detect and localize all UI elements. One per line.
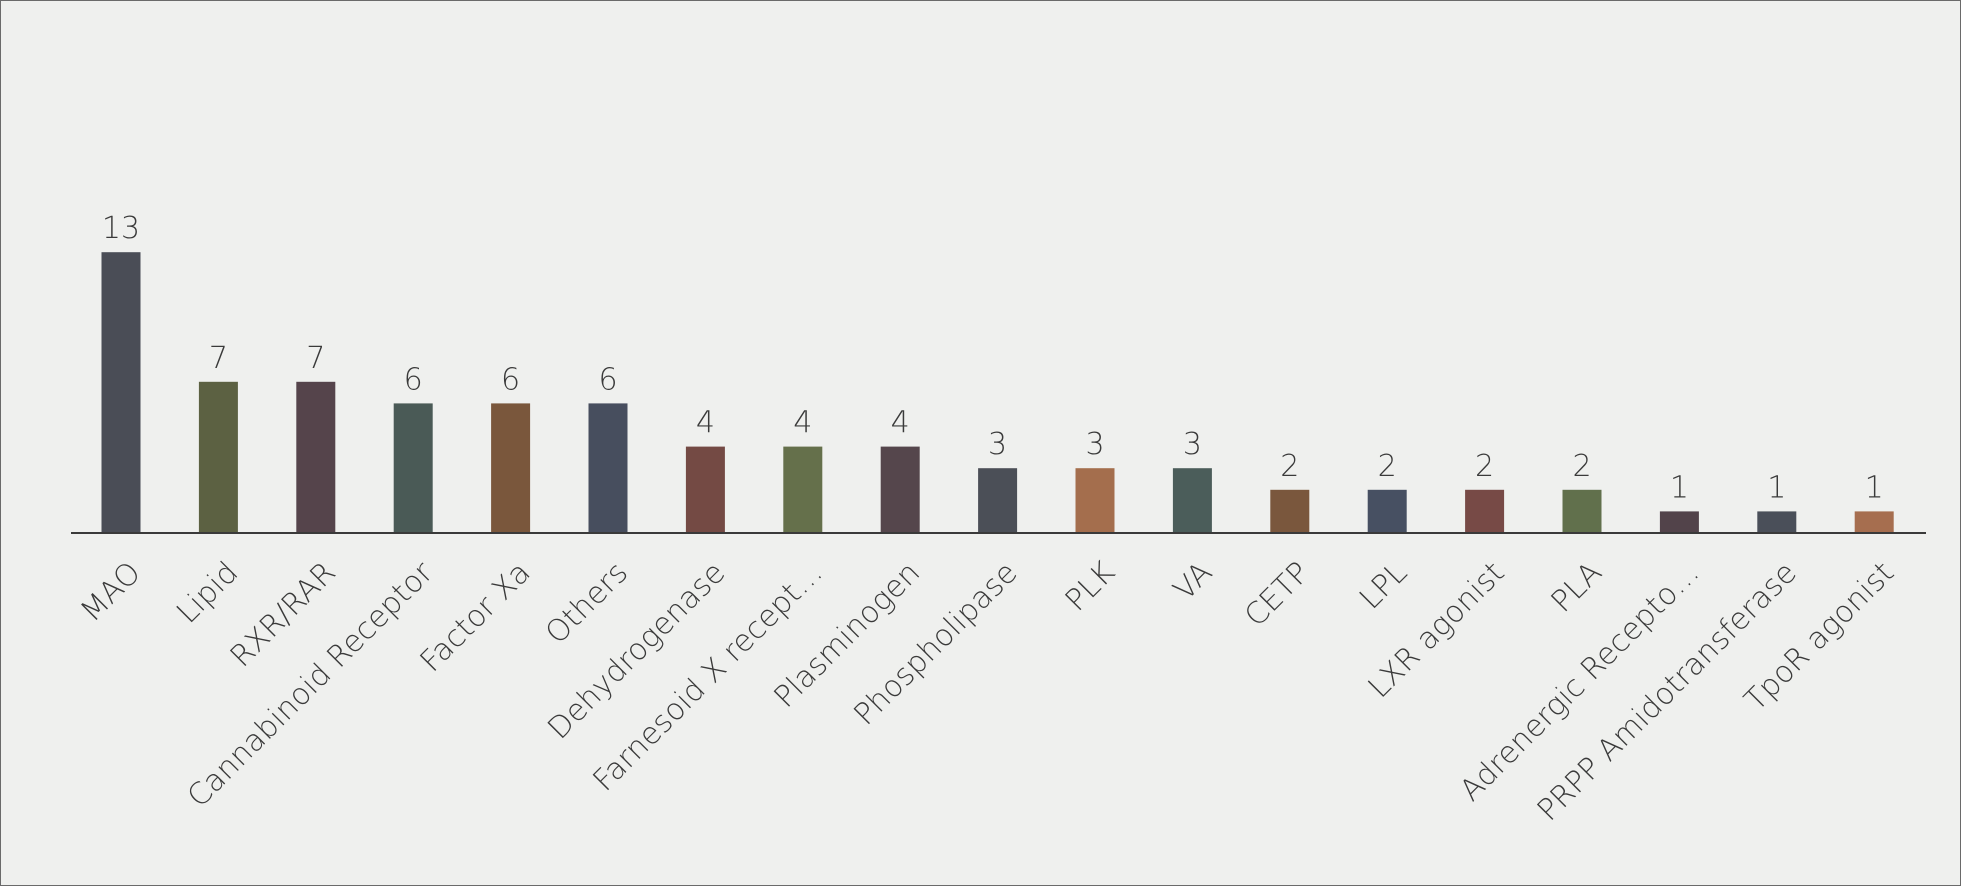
bar-4: [491, 403, 531, 533]
value-label-1: 7: [209, 341, 228, 376]
value-label-9: 3: [988, 427, 1007, 462]
value-label-0: 13: [102, 211, 140, 246]
bar-12: [1270, 489, 1310, 533]
bar-3: [393, 403, 433, 533]
bar-0: [101, 252, 141, 533]
bar-8: [880, 446, 920, 533]
tick-label-1: Lipid: [170, 555, 245, 630]
value-label-14: 2: [1475, 449, 1494, 484]
value-label-3: 6: [404, 362, 423, 397]
value-label-15: 2: [1572, 449, 1591, 484]
tick-label-13: LPL: [1353, 555, 1414, 616]
value-label-10: 3: [1085, 427, 1104, 462]
bar-15: [1562, 489, 1602, 533]
value-label-6: 4: [696, 406, 715, 441]
value-label-8: 4: [891, 406, 910, 441]
bar-5: [588, 403, 628, 533]
tick-label-15: PLA: [1545, 555, 1609, 619]
value-label-2: 7: [306, 341, 325, 376]
value-labels-layer: 13 7 7 6 6 6 4 4 4 3 3 3 2 2 2 2 1 1 1: [102, 211, 1884, 505]
bar-13: [1367, 489, 1407, 533]
tick-label-11: VA: [1167, 555, 1219, 607]
value-label-4: 6: [501, 362, 520, 397]
tick-label-0: MAO: [74, 555, 148, 629]
bar-10: [1075, 468, 1115, 533]
bar-17: [1757, 511, 1797, 533]
bar-14: [1465, 489, 1505, 533]
bar-9: [978, 468, 1018, 533]
value-label-7: 4: [793, 406, 812, 441]
bar-7: [783, 446, 823, 533]
tick-label-6: Dehydrogenase: [541, 555, 732, 746]
tick-label-5: Others: [539, 555, 635, 651]
bar-6: [685, 446, 725, 533]
value-label-11: 3: [1183, 427, 1202, 462]
value-label-18: 1: [1865, 470, 1884, 505]
bar-1: [198, 381, 238, 533]
tick-label-10: PLK: [1059, 555, 1123, 619]
bars-layer: [101, 252, 1894, 533]
tick-label-12: CETP: [1238, 555, 1317, 634]
tick-label-9: Phospholipase: [847, 555, 1024, 732]
value-label-12: 2: [1280, 449, 1299, 484]
bar-18: [1854, 511, 1894, 533]
bar-16: [1659, 511, 1699, 533]
value-label-17: 1: [1767, 470, 1786, 505]
bar-11: [1172, 468, 1212, 533]
value-label-16: 1: [1670, 470, 1689, 505]
value-label-13: 2: [1378, 449, 1397, 484]
value-label-5: 6: [598, 362, 617, 397]
bar-2: [296, 381, 336, 533]
